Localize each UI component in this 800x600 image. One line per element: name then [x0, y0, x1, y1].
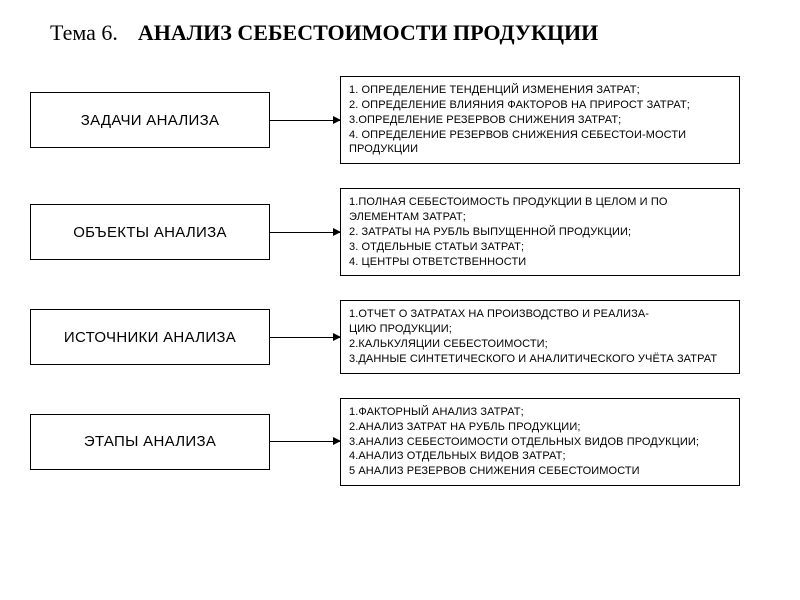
detail-line: 1.ОТЧЕТ О ЗАТРАТАХ НА ПРОИЗВОДСТВО И РЕА…: [349, 307, 731, 322]
category-box-objects: ОБЪЕКТЫ АНАЛИЗА: [30, 204, 270, 260]
arrow-icon: [270, 441, 340, 442]
details-box-sources: 1.ОТЧЕТ О ЗАТРАТАХ НА ПРОИЗВОДСТВО И РЕА…: [340, 300, 740, 373]
diagram-row: ЗАДАЧИ АНАЛИЗА 1. ОПРЕДЕЛЕНИЕ ТЕНДЕНЦИЙ …: [30, 76, 770, 164]
arrow-icon: [270, 337, 340, 338]
arrow-icon: [270, 232, 340, 233]
category-label: ИСТОЧНИКИ АНАЛИЗА: [64, 329, 236, 346]
detail-line: 3.АНАЛИЗ СЕБЕСТОИМОСТИ ОТДЕЛЬНЫХ ВИДОВ П…: [349, 435, 731, 450]
diagram-rows: ЗАДАЧИ АНАЛИЗА 1. ОПРЕДЕЛЕНИЕ ТЕНДЕНЦИЙ …: [30, 76, 770, 486]
detail-line: 4. ЦЕНТРЫ ОТВЕТСТВЕННОСТИ: [349, 255, 731, 270]
detail-line: ЦИЮ ПРОДУКЦИИ;: [349, 322, 731, 337]
detail-line: 1.ПОЛНАЯ СЕБЕСТОИМОСТЬ ПРОДУКЦИИ В ЦЕЛОМ…: [349, 195, 731, 225]
diagram-row: ОБЪЕКТЫ АНАЛИЗА 1.ПОЛНАЯ СЕБЕСТОИМОСТЬ П…: [30, 188, 770, 276]
title-main: АНАЛИЗ СЕБЕСТОИМОСТИ ПРОДУКЦИИ: [138, 20, 598, 46]
category-box-sources: ИСТОЧНИКИ АНАЛИЗА: [30, 309, 270, 365]
details-box-stages: 1.ФАКТОРНЫЙ АНАЛИЗ ЗАТРАТ; 2.АНАЛИЗ ЗАТР…: [340, 398, 740, 486]
detail-line: 1.ФАКТОРНЫЙ АНАЛИЗ ЗАТРАТ;: [349, 405, 731, 420]
category-box-tasks: ЗАДАЧИ АНАЛИЗА: [30, 92, 270, 148]
detail-line: 2. ЗАТРАТЫ НА РУБЛЬ ВЫПУЩЕННОЙ ПРОДУКЦИИ…: [349, 225, 731, 240]
detail-line: 3.ДАННЫЕ СИНТЕТИЧЕСКОГО И АНАЛИТИЧЕСКОГО…: [349, 352, 731, 367]
category-label: ЭТАПЫ АНАЛИЗА: [84, 433, 216, 450]
page-title-row: Тема 6. АНАЛИЗ СЕБЕСТОИМОСТИ ПРОДУКЦИИ: [50, 20, 770, 46]
detail-line: 4. ОПРЕДЕЛЕНИЕ РЕЗЕРВОВ СНИЖЕНИЯ СЕБЕСТО…: [349, 128, 731, 158]
detail-line: 4.АНАЛИЗ ОТДЕЛЬНЫХ ВИДОВ ЗАТРАТ;: [349, 449, 731, 464]
detail-line: 2.АНАЛИЗ ЗАТРАТ НА РУБЛЬ ПРОДУКЦИИ;: [349, 420, 731, 435]
arrow-icon: [270, 120, 340, 121]
diagram-row: ЭТАПЫ АНАЛИЗА 1.ФАКТОРНЫЙ АНАЛИЗ ЗАТРАТ;…: [30, 398, 770, 486]
detail-line: 2.КАЛЬКУЛЯЦИИ СЕБЕСТОИМОСТИ;: [349, 337, 731, 352]
category-box-stages: ЭТАПЫ АНАЛИЗА: [30, 414, 270, 470]
detail-line: 5 АНАЛИЗ РЕЗЕРВОВ СНИЖЕНИЯ СЕБЕСТОИМОСТИ: [349, 464, 731, 479]
detail-line: 3. ОТДЕЛЬНЫЕ СТАТЬИ ЗАТРАТ;: [349, 240, 731, 255]
title-prefix: Тема 6.: [50, 20, 118, 46]
diagram-row: ИСТОЧНИКИ АНАЛИЗА 1.ОТЧЕТ О ЗАТРАТАХ НА …: [30, 300, 770, 373]
details-box-objects: 1.ПОЛНАЯ СЕБЕСТОИМОСТЬ ПРОДУКЦИИ В ЦЕЛОМ…: [340, 188, 740, 276]
detail-line: 3.ОПРЕДЕЛЕНИЕ РЕЗЕРВОВ СНИЖЕНИЯ ЗАТРАТ;: [349, 113, 731, 128]
detail-line: 2. ОПРЕДЕЛЕНИЕ ВЛИЯНИЯ ФАКТОРОВ НА ПРИРО…: [349, 98, 731, 113]
category-label: ЗАДАЧИ АНАЛИЗА: [81, 112, 220, 129]
details-box-tasks: 1. ОПРЕДЕЛЕНИЕ ТЕНДЕНЦИЙ ИЗМЕНЕНИЯ ЗАТРА…: [340, 76, 740, 164]
category-label: ОБЪЕКТЫ АНАЛИЗА: [73, 224, 227, 241]
detail-line: 1. ОПРЕДЕЛЕНИЕ ТЕНДЕНЦИЙ ИЗМЕНЕНИЯ ЗАТРА…: [349, 83, 731, 98]
